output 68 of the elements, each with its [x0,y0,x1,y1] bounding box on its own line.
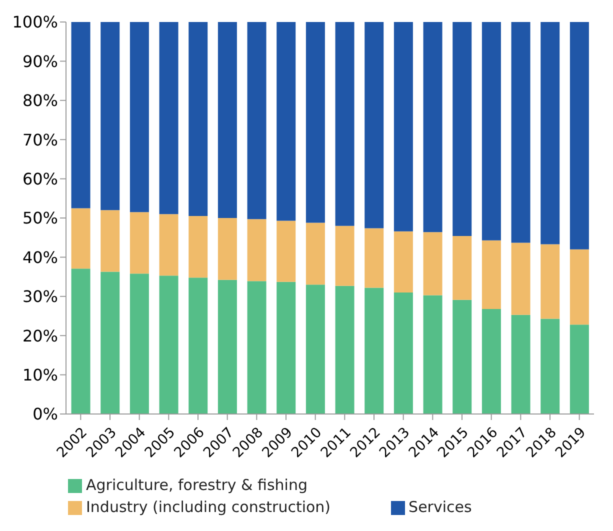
bar [218,280,237,414]
bar [335,22,354,226]
bar [306,284,325,414]
bar [511,314,530,414]
bar [335,226,354,286]
bar [335,286,354,414]
y-tick-label: 90% [22,52,58,71]
legend-label: Industry (including construction) [86,498,331,516]
bar [130,212,149,274]
bar [364,288,384,414]
bar [71,208,90,269]
bar [306,222,325,285]
y-tick-label: 0% [32,404,58,424]
bar [364,228,384,288]
bar [247,281,266,414]
bar [570,22,589,250]
bar [540,244,560,319]
bar [276,220,296,282]
bar [159,214,178,276]
bar [306,22,325,223]
bar [570,324,589,414]
y-tick-label: 60% [22,169,58,188]
bar [130,22,149,212]
bar [511,242,530,315]
bar [452,22,472,236]
bar [188,278,208,414]
y-tick-label: 100% [12,12,58,32]
bar [188,216,208,278]
bar [394,292,413,414]
bar [276,22,296,221]
y-tick-label: 30% [22,287,58,306]
bar [482,240,501,309]
bar [159,22,178,214]
bar [540,318,560,414]
bar [452,300,472,414]
bar [394,22,413,232]
bar [423,22,442,232]
y-tick-label: 20% [22,326,58,346]
bar [452,236,472,300]
bar [276,282,296,414]
bar [511,22,530,243]
bar [482,308,501,414]
bar [218,218,237,280]
bar [247,22,266,220]
y-tick-label: 80% [22,91,58,110]
bar [364,22,384,228]
bar [482,22,501,240]
bar [71,268,90,414]
y-tick-label: 10% [22,365,58,384]
bar [423,295,442,414]
bar [100,210,120,272]
bar [188,22,208,216]
bar [130,274,149,414]
bar [100,272,120,414]
bar [394,231,413,292]
bar [247,219,266,282]
y-tick-label: 50% [22,208,58,228]
bar [570,249,589,325]
bar [218,22,237,218]
y-tick-label: 70% [22,130,58,150]
bar [100,22,120,210]
y-tick-label: 40% [22,248,58,267]
bar [71,22,90,208]
legend-label: Services [408,498,472,516]
bar [159,276,178,414]
bar [423,232,442,296]
legend-label: Agriculture, forestry & fishing [86,476,308,494]
bar [540,22,560,244]
